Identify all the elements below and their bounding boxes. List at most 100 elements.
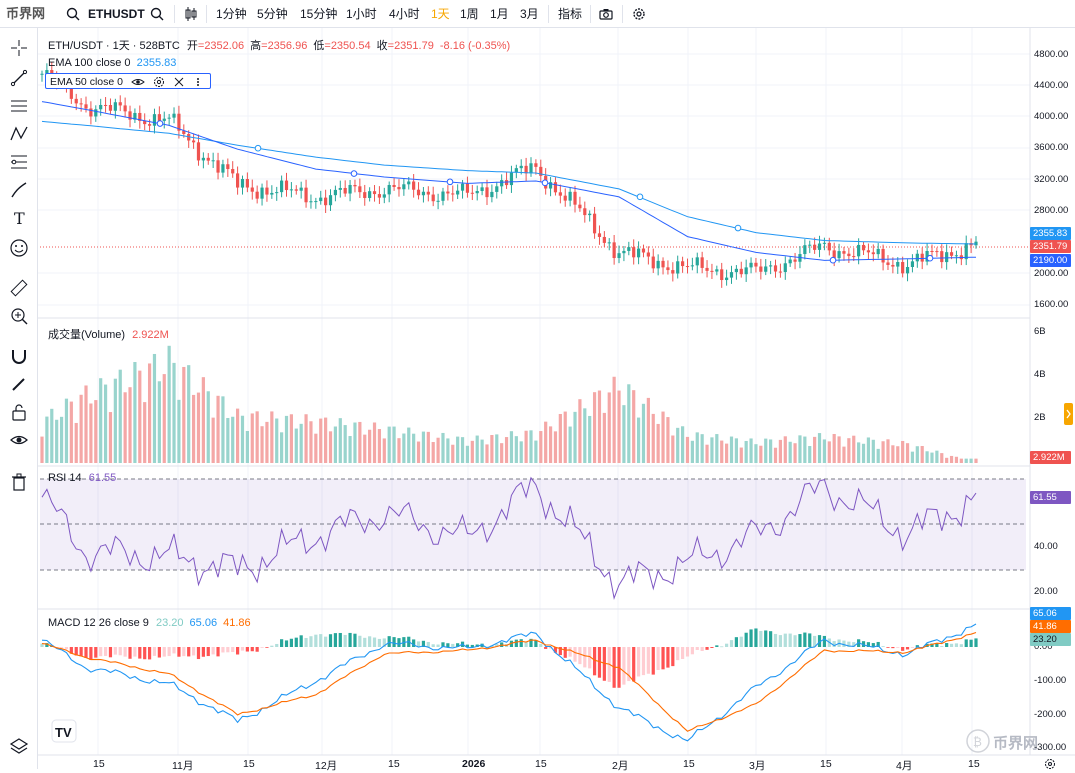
- trend-line-icon[interactable]: [9, 68, 29, 88]
- svg-text:T: T: [14, 209, 25, 228]
- interval-1h[interactable]: 1小时: [346, 7, 377, 21]
- macd-hist-value: 23.20: [155, 617, 184, 629]
- macd-hist-bar: [680, 647, 685, 659]
- macd-line-value: 65.06: [189, 617, 218, 629]
- ruler-icon[interactable]: [9, 278, 29, 298]
- volume-bar: [45, 416, 49, 463]
- macd-hist-bar: [99, 647, 103, 657]
- macd-hist-bar: [221, 647, 225, 653]
- layers-icon[interactable]: [9, 736, 29, 756]
- fib-icon[interactable]: [9, 152, 29, 172]
- volume-bar: [739, 447, 743, 463]
- close-icon[interactable]: [174, 77, 184, 87]
- candle-body: [558, 192, 562, 196]
- macd-hist-bar: [622, 647, 626, 685]
- candle-body: [940, 251, 944, 263]
- macd-legend[interactable]: MACD 12 26 close 9 23.20 65.06 41.86: [48, 617, 251, 629]
- macd-hist-bar: [250, 647, 254, 652]
- candle-body: [641, 248, 646, 253]
- volume-bar: [128, 387, 132, 463]
- price-tick: 4000.00: [1034, 111, 1069, 122]
- ema100-price-label: 2355.83: [1030, 227, 1071, 240]
- zoom-in-icon[interactable]: [9, 306, 29, 326]
- settings-gear-icon[interactable]: [632, 0, 646, 28]
- volume-legend[interactable]: 成交量(Volume) 2.922M: [48, 326, 169, 342]
- camera-icon[interactable]: [599, 0, 613, 28]
- text-icon[interactable]: T: [9, 208, 29, 228]
- interval-15m[interactable]: 15分钟: [300, 7, 338, 21]
- ema100-legend[interactable]: EMA 100 close 0 2355.83: [48, 57, 176, 69]
- lock-icon[interactable]: [9, 402, 29, 422]
- ema100-line: [41, 120, 977, 245]
- macd-hist-bar: [876, 641, 880, 647]
- symbol-name[interactable]: ETHUSDT: [88, 7, 145, 21]
- candle-body: [896, 262, 900, 267]
- candle-body: [700, 257, 704, 268]
- eye-icon[interactable]: [9, 430, 29, 450]
- indicators-button[interactable]: 指标: [558, 7, 583, 21]
- interval-1w[interactable]: 1周: [460, 7, 479, 21]
- volume-bar: [514, 436, 518, 463]
- candle-body: [363, 192, 367, 198]
- interval-5m[interactable]: 5分钟: [257, 7, 288, 21]
- volume-bar: [265, 421, 269, 463]
- low-value: =2350.54: [324, 40, 371, 52]
- symbol-search-icon[interactable]: [66, 0, 80, 28]
- macd-hist-bar: [832, 641, 836, 647]
- trash-icon[interactable]: [9, 472, 29, 492]
- magnet-icon[interactable]: [9, 346, 29, 366]
- candle-body: [803, 245, 807, 255]
- volume-bar: [328, 431, 333, 463]
- interval-1d[interactable]: 1天: [431, 7, 450, 21]
- macd-hist-bar: [700, 647, 704, 651]
- candle-body: [739, 268, 743, 275]
- emoji-icon[interactable]: [9, 238, 29, 258]
- pencil-lock-icon[interactable]: [9, 374, 29, 394]
- macd-histogram: [40, 628, 978, 688]
- macd-hist-bar: [690, 647, 694, 655]
- eye-icon[interactable]: [131, 77, 145, 87]
- low-label: 低: [313, 40, 325, 52]
- ema50-legend[interactable]: EMA 50 close 0: [45, 73, 211, 89]
- interval-3mo[interactable]: 3月: [520, 7, 539, 21]
- time-tick: 15: [388, 758, 400, 770]
- crosshair-icon[interactable]: [9, 38, 29, 58]
- open-label: 开: [186, 40, 198, 52]
- pattern-icon[interactable]: [9, 124, 29, 144]
- candle-body: [817, 243, 822, 250]
- candle-body: [822, 242, 827, 244]
- more-icon[interactable]: [193, 77, 203, 87]
- macd-hist-bar: [817, 635, 822, 647]
- candle-body: [548, 182, 553, 189]
- volume-bar: [969, 458, 973, 463]
- candle-body: [954, 255, 959, 257]
- candle-body: [392, 184, 396, 188]
- candle-body: [671, 270, 675, 274]
- search-icon[interactable]: [150, 0, 164, 28]
- macd-hist-bar: [289, 638, 293, 647]
- volume-bar: [759, 445, 763, 463]
- candle-body: [152, 114, 157, 126]
- time-axis-settings-icon[interactable]: [1044, 758, 1056, 773]
- chart-type-icon[interactable]: [184, 0, 198, 28]
- volume-bar: [710, 437, 714, 463]
- candle-body: [172, 113, 176, 118]
- ema-marker: [541, 179, 549, 187]
- volume-bar: [211, 417, 215, 463]
- interval-4h[interactable]: 4小时: [389, 7, 420, 21]
- brush-icon[interactable]: [9, 180, 29, 200]
- candle-body: [676, 261, 680, 274]
- settings-gear-icon[interactable]: [153, 76, 165, 88]
- macd-hist-bar: [377, 638, 382, 647]
- macd-hist-bar: [40, 643, 44, 647]
- macd-hist-bar: [152, 647, 157, 656]
- horizontal-lines-icon[interactable]: [9, 96, 29, 116]
- macd-hist-bar: [216, 647, 220, 657]
- volume-bar: [852, 435, 856, 463]
- volume-bar: [617, 390, 621, 463]
- interval-1mo[interactable]: 1月: [490, 7, 509, 21]
- interval-1m[interactable]: 1分钟: [216, 7, 247, 21]
- rsi-legend[interactable]: RSI 14 61.55: [48, 472, 116, 484]
- candle-body: [309, 201, 313, 203]
